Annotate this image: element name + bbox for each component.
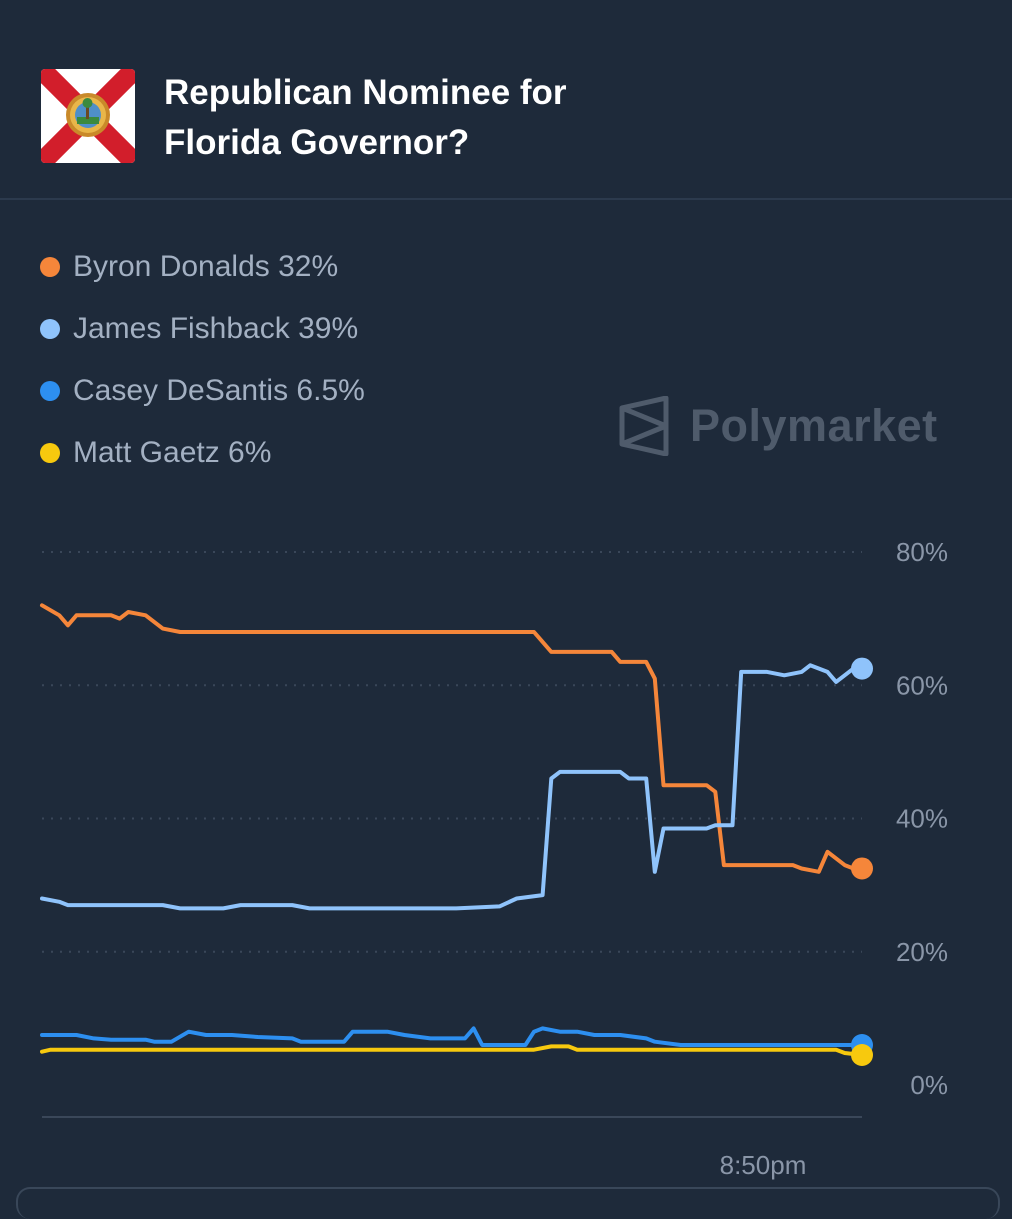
chart-grid	[42, 551, 862, 953]
legend-item-casey-desantis[interactable]: Casey DeSantis 6.5%	[40, 360, 365, 422]
y-tick-label: 60%	[896, 670, 948, 700]
x-tick-label: 8:50pm	[720, 1150, 807, 1180]
legend-item-byron-donalds[interactable]: Byron Donalds 32%	[40, 236, 365, 298]
series-end-point-james-fishback[interactable]	[851, 657, 873, 680]
polymarket-logo-icon	[619, 396, 669, 456]
watermark-text: Polymarket	[690, 400, 938, 451]
series-end-point-byron-donalds[interactable]	[851, 857, 873, 880]
legend-label: Matt Gaetz 6%	[73, 436, 272, 469]
polymarket-watermark: Polymarket	[618, 396, 938, 456]
legend-dot-icon	[40, 381, 60, 401]
legend-item-matt-gaetz[interactable]: Matt Gaetz 6%	[40, 422, 365, 484]
y-tick-label: 40%	[896, 804, 948, 834]
title-line-1: Republican Nominee for	[164, 73, 567, 112]
series-line-byron-donalds	[40, 603, 864, 874]
series-line-james-fishback	[40, 663, 864, 911]
chart-series	[40, 603, 873, 1067]
legend-dot-icon	[40, 257, 60, 277]
florida-flag-icon	[41, 69, 135, 163]
legend-item-james-fishback[interactable]: James Fishback 39%	[40, 298, 365, 360]
y-tick-label: 0%	[910, 1070, 948, 1100]
chart-legend: Byron Donalds 32% James Fishback 39% Cas…	[40, 236, 365, 484]
legend-dot-icon	[40, 443, 60, 463]
x-axis: 8:50pm	[42, 1116, 862, 1180]
y-axis-ticks: 0% 20% 40% 60% 80%	[896, 537, 948, 1100]
bottom-card-edge	[16, 1187, 1000, 1219]
market-header: Republican Nominee for Florida Governor?	[0, 0, 1012, 200]
page-title: Republican Nominee for Florida Governor?	[164, 68, 764, 168]
y-tick-label: 20%	[896, 937, 948, 967]
series-line-casey-desantis	[40, 1026, 864, 1047]
legend-dot-icon	[40, 319, 60, 339]
legend-label: Casey DeSantis 6.5%	[73, 374, 365, 407]
series-end-point-matt-gaetz[interactable]	[851, 1044, 873, 1067]
legend-label: Byron Donalds 32%	[73, 250, 339, 283]
legend-label: James Fishback 39%	[73, 312, 359, 345]
y-tick-label: 80%	[896, 537, 948, 567]
series-line-matt-gaetz	[40, 1044, 864, 1057]
title-line-2: Florida Governor?	[164, 123, 470, 162]
